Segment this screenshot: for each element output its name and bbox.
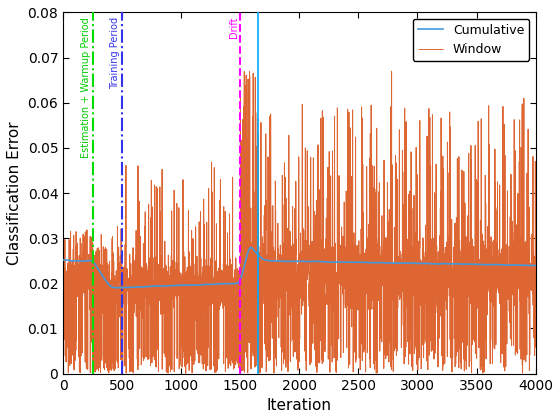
Window — [60, 296, 67, 301]
Text: Estimation + Warmup Period: Estimation + Warmup Period — [81, 17, 91, 158]
Window — [258, 280, 265, 285]
Window — [403, 235, 410, 240]
Cumulative — [532, 263, 539, 268]
Window — [494, 255, 501, 260]
Window — [262, 347, 269, 352]
Window — [284, 226, 291, 231]
Window — [183, 371, 189, 376]
Line: Window: Window — [63, 71, 535, 373]
Cumulative — [60, 257, 67, 262]
Cumulative — [262, 257, 269, 262]
Window — [532, 272, 539, 277]
Legend: Cumulative, Window: Cumulative, Window — [413, 19, 529, 61]
Cumulative — [403, 260, 410, 265]
Cumulative — [518, 262, 525, 268]
Text: Training Period: Training Period — [110, 17, 120, 89]
Window — [388, 68, 395, 74]
Cumulative — [248, 245, 254, 250]
Cumulative — [114, 285, 120, 290]
Cumulative — [284, 259, 291, 264]
Line: Cumulative: Cumulative — [63, 247, 535, 288]
Text: Drift: Drift — [228, 17, 239, 39]
Cumulative — [259, 256, 265, 261]
Window — [518, 264, 525, 269]
Y-axis label: Classification Error: Classification Error — [7, 121, 22, 265]
X-axis label: Iteration: Iteration — [267, 398, 332, 413]
Cumulative — [494, 262, 501, 267]
